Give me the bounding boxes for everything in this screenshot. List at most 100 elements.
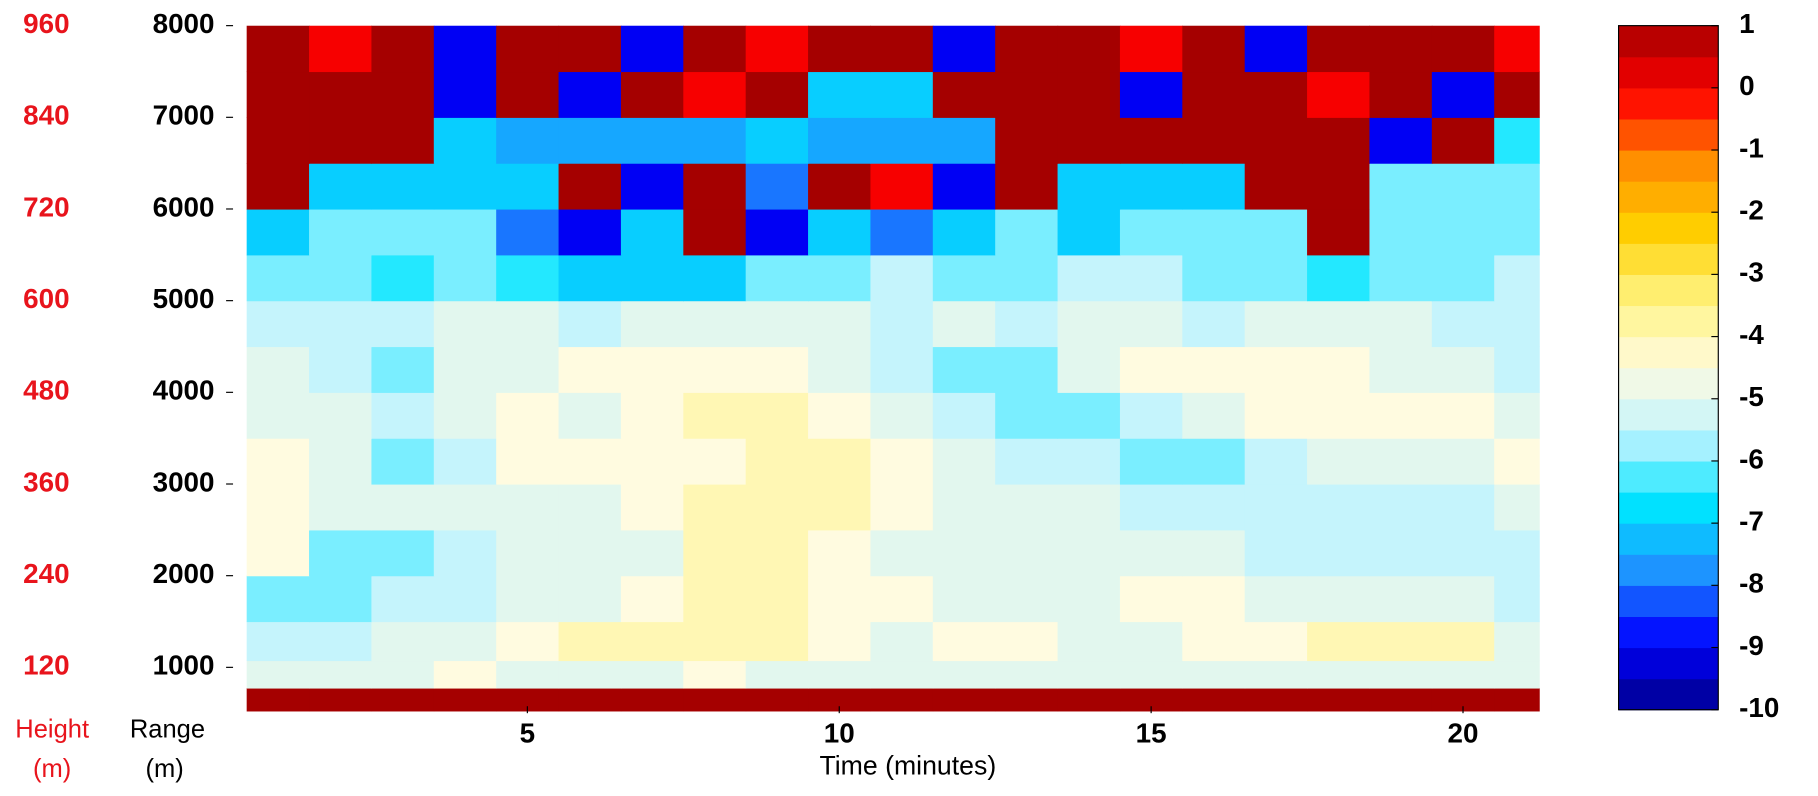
y-axis-label-box: Range (m)	[130, 714, 205, 782]
cell	[246, 621, 310, 662]
cell	[1494, 392, 1540, 439]
y2-tick-label: 360	[23, 466, 69, 497]
cell	[1494, 117, 1540, 164]
colorbar-band	[1618, 243, 1719, 275]
cell	[1182, 438, 1246, 485]
cell	[808, 438, 872, 485]
cell	[246, 346, 310, 393]
cell	[1369, 575, 1433, 623]
cell	[1494, 660, 1540, 689]
cell	[1369, 25, 1433, 73]
cell	[309, 621, 373, 662]
y2-tick-label: 600	[23, 283, 69, 314]
cell	[620, 163, 684, 210]
y-tick-label: 4000	[153, 375, 215, 406]
cell	[309, 346, 373, 393]
cell	[1244, 687, 1308, 712]
cell	[496, 529, 560, 577]
cell	[246, 254, 310, 302]
cell	[1244, 25, 1308, 73]
cell	[1182, 660, 1246, 689]
cell	[1307, 438, 1371, 485]
cell	[433, 71, 497, 118]
cell	[309, 687, 373, 712]
cell	[433, 529, 497, 577]
cell	[309, 575, 373, 623]
cell	[496, 25, 560, 73]
cell	[1057, 208, 1121, 256]
cell	[1182, 163, 1246, 210]
cell	[870, 300, 934, 348]
cell	[870, 25, 934, 73]
cell	[558, 254, 622, 302]
cell	[496, 208, 560, 256]
cell	[1057, 300, 1121, 348]
colorbar-tick-label: -7	[1739, 505, 1764, 536]
cell	[1307, 254, 1371, 302]
cell	[309, 25, 373, 73]
cell	[745, 660, 809, 689]
cell	[745, 117, 809, 164]
cell	[309, 117, 373, 164]
cell	[870, 71, 934, 118]
cell	[246, 687, 310, 712]
cell	[1244, 346, 1308, 393]
cell	[932, 208, 996, 256]
cell	[1431, 438, 1495, 485]
cell	[745, 392, 809, 439]
cell	[683, 300, 747, 348]
cell	[745, 300, 809, 348]
y2-tick-label: 240	[23, 558, 69, 589]
cell	[1182, 621, 1246, 662]
colorbar-band	[1618, 118, 1719, 151]
cell	[1057, 575, 1121, 623]
cell	[620, 621, 684, 662]
cell	[683, 254, 747, 302]
cell	[1494, 346, 1540, 393]
cell	[496, 575, 560, 623]
y2-tick-label: 120	[23, 650, 69, 681]
colorbar-tick-label: 1	[1739, 8, 1754, 39]
cell	[309, 438, 373, 485]
cell	[1182, 529, 1246, 577]
cell	[1244, 660, 1308, 689]
cell	[1494, 163, 1540, 210]
cell	[1182, 346, 1246, 393]
cell	[1182, 575, 1246, 623]
cell	[246, 438, 310, 485]
cell	[558, 346, 622, 393]
cell	[683, 117, 747, 164]
cell	[932, 254, 996, 302]
cell	[745, 687, 809, 712]
cell	[1244, 117, 1308, 164]
cell	[808, 392, 872, 439]
cell	[870, 163, 934, 210]
cell	[1057, 621, 1121, 662]
cell	[1494, 575, 1540, 623]
cell	[496, 621, 560, 662]
cell	[683, 621, 747, 662]
cell	[1119, 438, 1183, 485]
cell	[1494, 25, 1540, 73]
cell	[371, 117, 435, 164]
cell	[371, 392, 435, 439]
cell	[1494, 484, 1540, 531]
cell	[1307, 300, 1371, 348]
cell	[620, 117, 684, 164]
cell	[995, 25, 1059, 73]
cell	[870, 575, 934, 623]
cell	[1057, 163, 1121, 210]
colorbar-band	[1618, 305, 1719, 338]
cell	[1244, 484, 1308, 531]
cell	[1431, 117, 1495, 164]
cell	[1369, 208, 1433, 256]
cell	[745, 621, 809, 662]
cell	[496, 254, 560, 302]
cell	[995, 687, 1059, 712]
cell	[1369, 392, 1433, 439]
cell	[1057, 529, 1121, 577]
cell	[1182, 254, 1246, 302]
cell	[1307, 392, 1371, 439]
cell	[371, 621, 435, 662]
